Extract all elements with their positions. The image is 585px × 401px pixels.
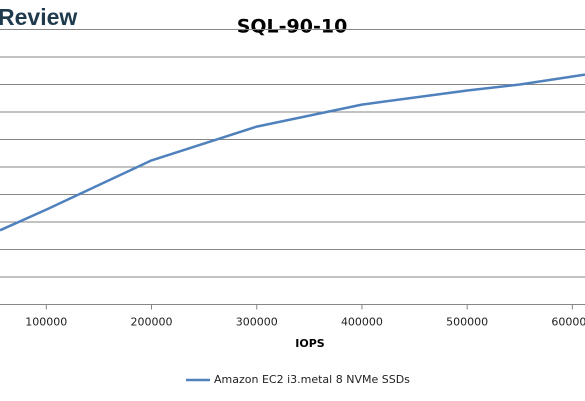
data-line — [0, 73, 585, 232]
x-axis-label: IOPS — [295, 337, 325, 350]
legend-label: Amazon EC2 i3.metal 8 NVMe SSDs — [214, 373, 410, 386]
x-tick-label: 500000 — [446, 316, 488, 329]
x-tick-label: 100000 — [25, 316, 67, 329]
x-tick-label: 400000 — [341, 316, 383, 329]
brand-logo: Review — [0, 4, 77, 30]
x-tick-label: 200000 — [131, 316, 173, 329]
x-tick-label: 300000 — [236, 316, 278, 329]
x-tick-label: 600000 — [551, 316, 585, 329]
chart-title: SQL-90-10 — [237, 16, 348, 38]
